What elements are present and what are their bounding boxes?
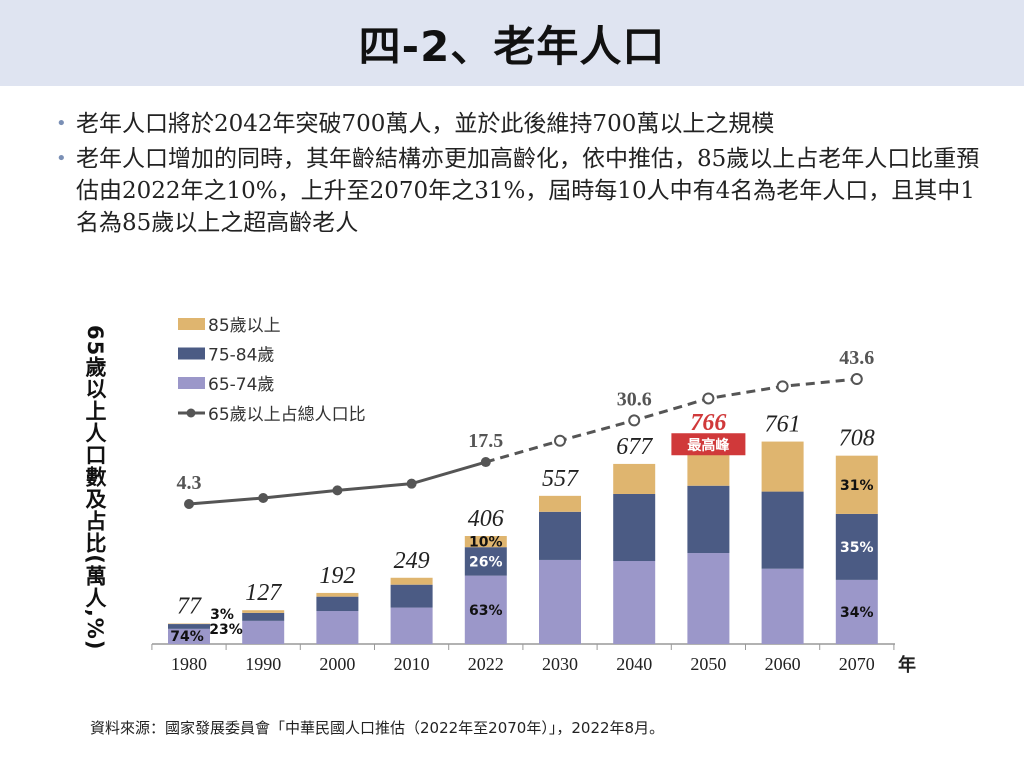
bar-total-label: 127 [245,580,282,606]
bar-segment [316,596,359,612]
legend-swatch [178,377,205,389]
legend-label: 85歲以上 [208,316,281,336]
bar-segment [464,536,507,548]
line-value-label: 30.6 [617,388,652,410]
bar-segment [687,553,730,644]
bullet-item: 老年人口增加的同時，其年齡結構亦更加高齡化，依中推估，85歲以上占老年人口比重預… [52,143,992,239]
x-tick-label: 2040 [616,654,652,674]
bar-segment [835,513,878,580]
bar-segment [761,568,804,644]
bullet-item: 老年人口將於2042年突破700萬人，並於此後維持700萬以上之規模 [52,108,992,140]
legend-swatch [178,318,205,330]
legend-swatch [178,347,205,360]
line-value-label: 17.5 [468,430,503,452]
bar-segment [613,561,656,644]
bar-segment [835,455,878,514]
legend-label: 75-84歲 [208,346,274,366]
legend-label: 65歲以上占總人口比 [208,405,366,425]
line-value-label: 43.6 [839,347,874,369]
bar-segment [539,495,581,512]
bar-segment [242,620,285,644]
bar-segment [464,575,507,644]
segment-percent-label: 63% [469,603,503,619]
segment-percent-label: 10% [469,535,503,551]
bar-total-label: 766 [690,410,726,436]
bar-total-label: 708 [839,426,875,452]
bar-segment [835,579,878,644]
x-tick-label: 2022 [468,654,504,674]
bar-total-label: 677 [616,434,653,460]
bar-segment [464,547,507,576]
peak-badge-label: 最高峰 [687,437,730,454]
x-tick-label: 2030 [542,654,578,674]
bar-total-label: 557 [542,466,579,492]
line-value-label: 4.3 [177,472,202,494]
line-point [480,457,491,468]
peak-badge [671,433,746,456]
x-tick-label: 1980 [171,654,207,674]
line-point [628,414,641,427]
bar-segment [761,491,804,569]
segment-percent-label: 31% [840,478,874,494]
legend-label: 65-74歲 [208,375,274,395]
x-tick-label: 2070 [839,654,875,674]
bar-total-label: 761 [765,412,801,438]
line-point [184,499,194,510]
bar-segment [168,628,210,644]
x-tick-label: 1990 [245,654,281,674]
bullet-list: 老年人口將於2042年突破700萬人，並於此後維持700萬以上之規模 老年人口增… [52,108,992,242]
source-note: 資料來源：國家發展委員會「中華民國人口推估（2022年至2070年）」，2022… [90,719,665,737]
x-tick-label: 2050 [690,654,726,674]
segment-percent-label: 34% [840,605,874,621]
bar-segment [539,511,581,560]
bar-total-label: 192 [319,563,355,589]
segment-percent-label: 3% [210,607,234,623]
line-point [850,373,863,386]
legend-line-marker [186,408,196,418]
bar-segment [168,624,210,629]
bar-total-label: 77 [177,594,202,620]
bar-segment [242,610,285,613]
line-point [776,380,789,393]
segment-percent-label: 74% [170,629,204,645]
x-tick-label: 2010 [394,654,430,674]
x-axis-title: 年 [898,654,916,676]
page-title: 四-2、老年人口 [358,21,666,71]
bar-segment [613,493,656,562]
bar-segment [390,607,433,644]
bar-total-label: 406 [468,506,504,532]
title-bar: 四-2、老年人口 [0,0,1024,86]
bar-segment [761,441,804,492]
line-point [258,492,269,503]
segment-percent-label: 23% [209,622,243,638]
line-series-solid [188,460,487,506]
bar-segment [168,623,210,625]
bar-segment [242,612,285,621]
line-point [702,392,715,405]
line-point [406,478,417,489]
bar-segment [390,584,433,608]
line-point [332,485,343,496]
segment-percent-label: 26% [469,554,503,570]
bar-segment [539,559,581,644]
line-series-dashed [485,377,857,464]
bar-segment [613,463,656,494]
y-axis-title: 65歲以上人口數及占比(萬人,%) [83,325,107,651]
bar-segment [316,611,359,644]
segment-percent-label: 35% [840,540,874,556]
bar-segment [390,577,433,585]
line-point [554,434,566,447]
x-tick-label: 2060 [765,654,801,674]
x-tick-label: 2000 [319,654,355,674]
bar-total-label: 249 [394,548,430,574]
bar-segment [316,592,359,597]
bar-segment [687,485,730,554]
